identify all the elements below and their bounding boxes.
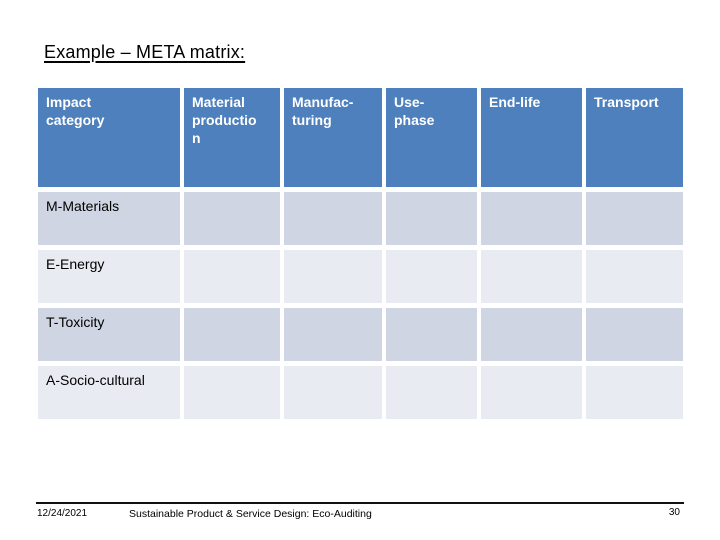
footer-divider <box>36 502 684 504</box>
table-cell-empty <box>481 250 582 303</box>
table-cell-empty <box>586 308 683 361</box>
table-cell-empty <box>386 366 477 419</box>
column-header-impact-category: Impact category <box>38 88 180 187</box>
footer-course-title: Sustainable Product & Service Design: Ec… <box>129 508 372 520</box>
meta-matrix-table: Impact category Material productio n Man… <box>38 88 683 419</box>
row-label-materials: M-Materials <box>38 192 180 245</box>
table-cell-empty <box>386 250 477 303</box>
row-label-socio-cultural: A-Socio-cultural <box>38 366 180 419</box>
table-cell-empty <box>586 366 683 419</box>
table-cell-empty <box>586 192 683 245</box>
table-cell-empty <box>481 192 582 245</box>
column-header-manufacturing: Manufac- turing <box>284 88 382 187</box>
table-cell-empty <box>386 192 477 245</box>
table-cell-empty <box>184 192 280 245</box>
table-cell-empty <box>284 308 382 361</box>
table-cell-empty <box>184 250 280 303</box>
row-label-energy: E-Energy <box>38 250 180 303</box>
column-header-transport: Transport <box>586 88 683 187</box>
table-cell-empty <box>386 308 477 361</box>
table-cell-empty <box>284 192 382 245</box>
table-cell-empty <box>481 308 582 361</box>
row-label-toxicity: T-Toxicity <box>38 308 180 361</box>
table-cell-empty <box>284 250 382 303</box>
table-cell-empty <box>481 366 582 419</box>
table-cell-empty <box>184 366 280 419</box>
table-cell-empty <box>184 308 280 361</box>
column-header-material-production: Material productio n <box>184 88 280 187</box>
column-header-end-life: End-life <box>481 88 582 187</box>
table-cell-empty <box>284 366 382 419</box>
footer-page-number: 30 <box>668 507 680 518</box>
table-cell-empty <box>586 250 683 303</box>
slide-title: Example – META matrix: <box>44 42 246 62</box>
column-header-use-phase: Use- phase <box>386 88 477 187</box>
footer-date: 12/24/2021 <box>37 508 88 519</box>
